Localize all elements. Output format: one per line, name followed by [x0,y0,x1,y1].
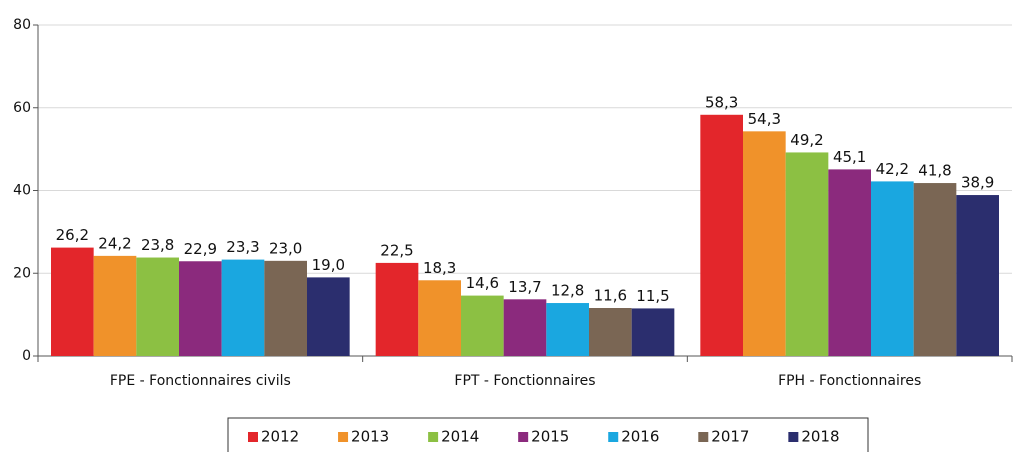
bar [93,255,137,356]
x-tick-label: FPT - Fonctionnaires [454,373,595,389]
legend-label: 2016 [621,428,659,446]
value-label: 54,3 [748,110,781,128]
bar [871,181,914,356]
bar [375,262,419,356]
value-label: 58,3 [705,93,738,111]
value-label: 41,8 [918,162,951,180]
bar [631,308,675,356]
legend-label: 2015 [531,428,569,446]
legend-swatch [248,432,258,442]
legend-label: 2014 [441,428,479,446]
y-tick-label: 0 [22,348,31,364]
value-label: 13,7 [508,278,541,296]
value-label: 26,2 [56,226,89,244]
y-tick-label: 80 [13,17,31,33]
value-label: 22,9 [184,240,217,258]
legend-swatch [788,432,799,442]
value-label: 23,0 [269,239,302,257]
bar [221,259,265,356]
legend-label: 2017 [711,428,749,446]
x-tick-label: FPE - Fonctionnaires civils [110,373,291,389]
value-label: 14,6 [466,274,499,292]
bar [136,257,179,356]
legend-label: 2012 [261,428,299,446]
legend-swatch [428,432,439,442]
value-label: 11,6 [594,287,627,305]
value-label: 12,8 [551,282,584,300]
legend-swatch [338,432,349,442]
bar [264,260,307,356]
value-label: 23,3 [226,238,259,256]
bar [828,169,871,356]
bar [418,280,461,356]
value-label: 49,2 [790,131,823,149]
legend-label: 2018 [801,428,839,446]
bar [913,183,957,356]
value-label: 42,2 [876,160,909,178]
value-label: 11,5 [636,287,669,305]
value-label: 18,3 [423,259,456,277]
legend-swatch [518,432,529,442]
bar [743,131,786,356]
legend-swatch [608,432,619,442]
y-tick-label: 20 [13,265,31,281]
bar [956,195,999,356]
bar [589,308,632,356]
bar [307,277,350,356]
value-label: 24,2 [98,234,131,252]
bar [700,114,743,356]
value-label: 22,5 [380,241,413,259]
bar [785,152,829,356]
y-tick-label: 40 [13,183,31,199]
value-label: 38,9 [961,174,994,192]
bar [546,303,589,356]
y-tick-label: 60 [13,100,31,116]
bar [503,299,547,356]
legend-swatch [698,432,709,442]
value-label: 45,1 [833,148,866,166]
bar [461,295,504,356]
legend-box [227,417,869,452]
value-label: 19,0 [312,256,345,274]
bar [179,261,222,356]
value-label: 23,8 [141,236,174,254]
legend-label: 2013 [351,428,389,446]
bar [51,247,94,356]
x-tick-label: FPH - Fonctionnaires [778,373,921,389]
